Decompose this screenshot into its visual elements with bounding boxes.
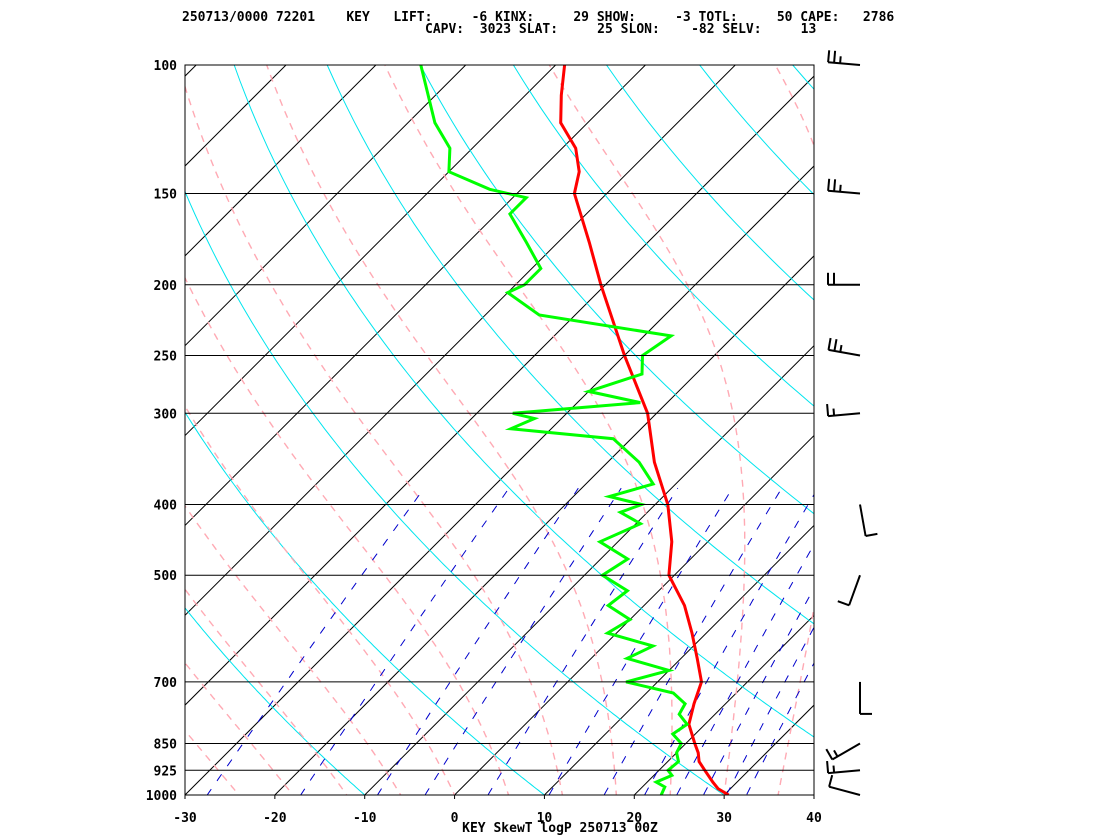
moist-adiabat <box>548 65 746 795</box>
moist-adiabat <box>185 661 294 795</box>
isotherm-line <box>633 614 814 795</box>
mixing-ratio-line <box>676 543 814 795</box>
moist-adiabat <box>774 65 814 795</box>
moist-adiabat <box>384 65 673 795</box>
mixing-ratio-line <box>745 662 814 795</box>
wind-barb <box>826 761 861 775</box>
moist-adiabat <box>185 588 348 795</box>
wind-barb <box>825 742 861 761</box>
pressure-tick-label: 200 <box>154 279 178 294</box>
isotherm-line <box>274 255 814 795</box>
moist-adiabat <box>185 84 564 795</box>
dewpoint-profile <box>419 65 690 795</box>
wind-barb <box>827 178 861 195</box>
temperature-tick-label: 20 <box>626 811 642 826</box>
isotherm-line <box>544 524 814 795</box>
temperature-tick-label: -30 <box>173 811 197 826</box>
dry-adiabat <box>419 65 814 515</box>
wind-barb <box>859 681 872 715</box>
pressure-tick-label: 150 <box>154 188 178 203</box>
mixing-ratio-line <box>644 493 814 795</box>
moist-adiabat <box>185 729 240 795</box>
header-indices-line-1: 250713/0000 72201 KEY LIFT: -6 KINX: 29 … <box>182 10 895 25</box>
wind-barb <box>828 774 861 796</box>
mixing-ratio-line <box>424 487 622 795</box>
isotherm-line <box>454 434 814 795</box>
mixing-ratio-line <box>487 487 679 795</box>
dry-adiabat <box>185 607 366 795</box>
temperature-tick-label: -20 <box>263 811 287 826</box>
sounding-header: 250713/0000 72201 KEY LIFT: -6 KINX: 29 … <box>0 0 1120 60</box>
wind-barb <box>837 574 861 607</box>
isotherm-line <box>185 75 814 706</box>
pressure-tick-label: 100 <box>154 59 178 74</box>
pressure-tick-label: 850 <box>154 737 178 752</box>
wind-barb <box>859 504 878 537</box>
dry-adiabat <box>326 65 814 625</box>
temperature-tick-label: 30 <box>716 811 732 826</box>
dry-adiabat <box>962 49 1120 811</box>
moist-adiabat <box>185 504 402 795</box>
moist-adiabat <box>185 405 456 795</box>
dry-adiabat <box>698 65 814 196</box>
mixing-ratio-line <box>548 487 733 795</box>
pressure-tick-label: 500 <box>154 569 178 584</box>
pressure-tick-label: 925 <box>154 764 177 779</box>
mixing-ratio-line <box>376 487 579 795</box>
isotherm-line <box>185 65 646 527</box>
dry-adiabat <box>185 190 725 795</box>
header-indices-line-2: CAPV: 3023 SLAT: 25 SLON: -82 SELV: 13 <box>425 22 817 37</box>
mixing-ratio-line <box>300 487 510 795</box>
dry-adiabat <box>185 411 546 795</box>
wind-barb <box>827 50 861 66</box>
mixing-ratio-line <box>206 487 425 795</box>
isotherm-line <box>185 65 377 257</box>
dry-adiabat <box>605 65 814 301</box>
pressure-tick-label: 300 <box>154 407 178 422</box>
wind-barb <box>827 337 861 357</box>
isotherm-line <box>0 65 16 795</box>
plot-frame <box>184 64 815 796</box>
isotherm-line <box>185 65 736 616</box>
dry-adiabat <box>185 794 186 795</box>
moist-adiabat <box>185 793 186 795</box>
temperature-tick-label: 0 <box>451 811 459 826</box>
mixing-ratio-line <box>702 587 814 795</box>
isotherm-line <box>185 65 467 347</box>
pressure-tick-label: 1000 <box>146 789 177 804</box>
moist-adiabat <box>185 276 510 795</box>
mixing-ratio-line <box>603 487 783 795</box>
pressure-tick-label: 400 <box>154 499 178 514</box>
wind-barb <box>826 404 861 418</box>
isotherm-line <box>185 165 814 795</box>
isotherm-line <box>185 65 556 437</box>
isotherm-line <box>723 704 814 795</box>
dry-adiabat <box>512 65 814 407</box>
temperature-tick-label: 10 <box>537 811 553 826</box>
isotherm-line <box>0 65 106 795</box>
dry-adiabat <box>792 65 814 90</box>
pressure-tick-label: 250 <box>154 349 178 364</box>
temperature-tick-label: 40 <box>806 811 822 826</box>
isotherm-line <box>185 65 287 167</box>
isotherm-line <box>904 65 1120 795</box>
temperature-tick-label: -10 <box>353 811 377 826</box>
wind-barb <box>827 272 861 286</box>
moist-adiabat <box>266 65 618 795</box>
plot-area <box>0 49 1120 811</box>
chart-footer: KEY SkewT logP 250713 00Z <box>462 821 658 836</box>
pressure-tick-label: 700 <box>154 676 178 691</box>
mixing-ratio-line <box>725 626 814 795</box>
isotherm-line <box>364 345 814 795</box>
dry-adiabat <box>871 49 1120 811</box>
